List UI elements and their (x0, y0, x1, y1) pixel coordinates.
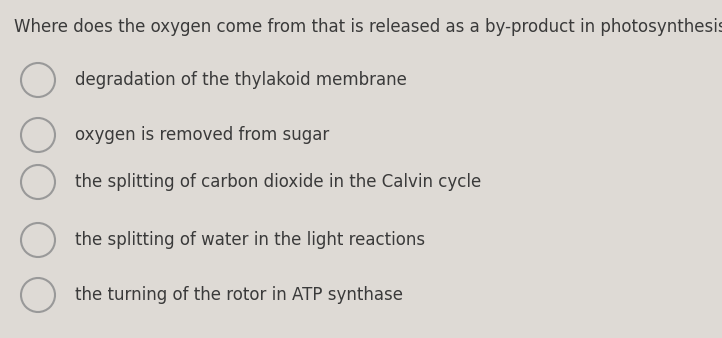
Circle shape (21, 278, 55, 312)
Text: degradation of the thylakoid membrane: degradation of the thylakoid membrane (75, 71, 407, 89)
Circle shape (21, 118, 55, 152)
Text: the turning of the rotor in ATP synthase: the turning of the rotor in ATP synthase (75, 286, 403, 304)
Text: the splitting of carbon dioxide in the Calvin cycle: the splitting of carbon dioxide in the C… (75, 173, 482, 191)
Circle shape (21, 63, 55, 97)
Text: the splitting of water in the light reactions: the splitting of water in the light reac… (75, 231, 425, 249)
Circle shape (21, 165, 55, 199)
Text: Where does the oxygen come from that is released as a by-product in photosynthes: Where does the oxygen come from that is … (14, 18, 722, 36)
Circle shape (21, 223, 55, 257)
Text: oxygen is removed from sugar: oxygen is removed from sugar (75, 126, 329, 144)
